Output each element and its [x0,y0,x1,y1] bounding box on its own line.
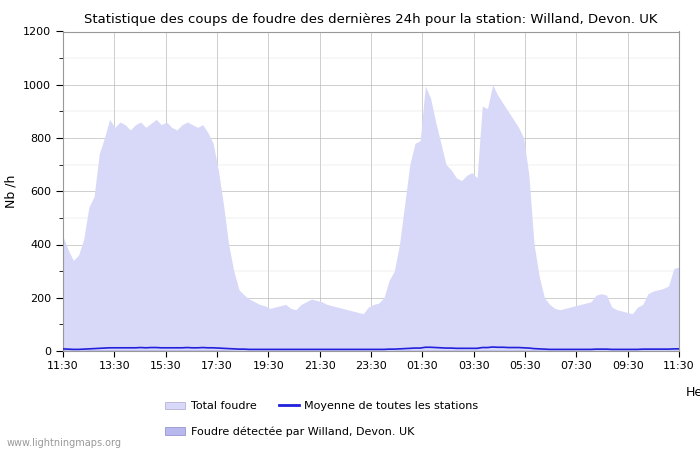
Text: www.lightningmaps.org: www.lightningmaps.org [7,438,122,448]
Legend: Foudre détectée par Willand, Devon. UK: Foudre détectée par Willand, Devon. UK [161,422,419,441]
Text: Heure: Heure [686,386,700,399]
Y-axis label: Nb /h: Nb /h [4,175,18,208]
Title: Statistique des coups de foudre des dernières 24h pour la station: Willand, Devo: Statistique des coups de foudre des dern… [84,13,658,26]
